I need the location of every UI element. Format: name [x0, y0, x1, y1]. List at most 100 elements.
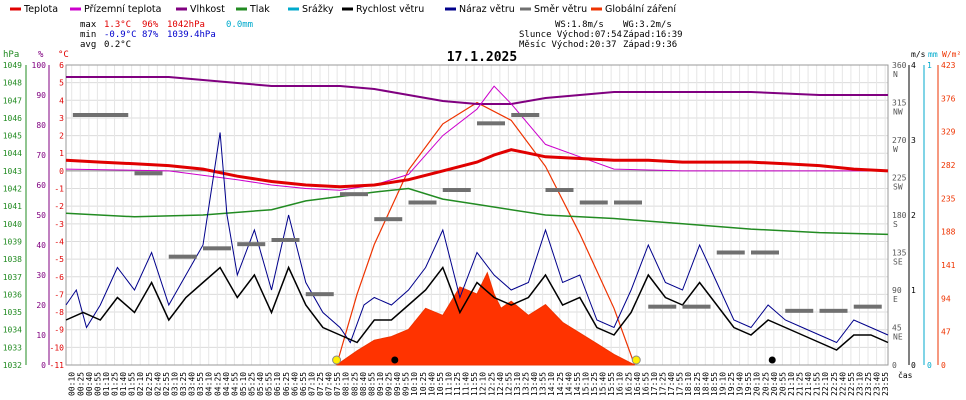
axis-degc-tick: 3	[59, 114, 64, 123]
chart-title: 17.1.2025	[447, 50, 517, 65]
axis-time-tick: 03:55	[196, 372, 205, 396]
axis-degc-tick: -5	[54, 255, 64, 264]
axis-pct-tick: 20	[36, 301, 46, 310]
axis-time-tick: 09:10	[376, 372, 385, 396]
axis-pct-label: %	[38, 50, 44, 60]
wind-dir-mark	[716, 250, 745, 255]
axis-time-tick: 04:10	[205, 372, 214, 396]
axis-pct-tick: 80	[36, 121, 46, 130]
axis-time-tick: 16:10	[616, 372, 625, 396]
stat-label-0: max	[80, 20, 97, 30]
axis-time-tick: 19:55	[744, 372, 753, 396]
wind-dir-mark	[134, 171, 163, 176]
series-radiation	[336, 271, 635, 366]
stat-temp-2: 0.2°C	[104, 40, 131, 50]
wind-dir-mark	[545, 188, 574, 192]
axis-time-tick: 20:40	[770, 372, 779, 396]
axis-time-tick: 09:55	[402, 372, 411, 396]
axis-time-tick: 18:10	[684, 372, 693, 396]
axis-time-tick: 21:25	[796, 372, 805, 396]
axis-time-tick: 16:25	[624, 372, 633, 396]
axis-pct-tick: 40	[36, 241, 46, 250]
axis-time-tick: 16:40	[633, 372, 642, 396]
axis-time-tick: 19:10	[718, 372, 727, 396]
stat-rain-0: 0.0mm	[226, 20, 253, 30]
axis-time-tick: 08:10	[342, 372, 351, 396]
axis-dir-tick: 180	[892, 211, 907, 220]
wind-dir-mark	[853, 304, 882, 309]
info-sun-rise: Slunce Východ:07:54	[519, 30, 622, 40]
axis-hpa-tick: 1032	[3, 361, 22, 370]
axis-time-tick: 10:55	[436, 372, 445, 396]
legend-label-1: Přízemní teplota	[84, 4, 161, 15]
axis-hpa-label: hPa	[3, 50, 19, 60]
marker-moon-moonrise	[768, 356, 776, 364]
axis-time-tick: 22:25	[830, 372, 839, 396]
stat-label-2: avg	[80, 40, 96, 50]
axis-time-tick: 23:55	[881, 372, 890, 396]
axis-dir-sub: N	[893, 70, 898, 79]
series-ground-temp	[65, 85, 888, 191]
axis-time-tick: 12:55	[504, 372, 513, 396]
wind-dir-mark	[271, 238, 300, 242]
axis-hpa-tick: 1036	[3, 290, 22, 299]
wind-dir-mark	[442, 188, 471, 192]
axis-time-tick: 04:25	[213, 372, 222, 396]
legend-label-4: Srážky	[302, 4, 334, 15]
axis-time-tick: 11:25	[453, 372, 462, 396]
legend-label-5: Rychlost větru	[356, 4, 424, 15]
axis-degc-tick: -3	[54, 220, 64, 229]
axis-wm2-tick: 47	[941, 328, 951, 337]
axis-wm2-label: W/m²	[942, 50, 961, 59]
axis-dir-tick: 45	[892, 324, 902, 333]
axis-hpa-tick: 1035	[3, 308, 22, 317]
series-humidity	[66, 76, 888, 105]
axis-dir-sub: W	[893, 145, 898, 154]
axis-time-tick: 06:25	[282, 372, 291, 396]
wind-dir-mark	[168, 254, 197, 259]
axis-time-tick: 22:55	[847, 372, 856, 396]
axis-time-tick: 09:25	[385, 372, 394, 396]
axis-time-tick: 06:40	[290, 372, 299, 396]
axis-x-label: čas	[898, 370, 913, 380]
marker-sun-sunset	[631, 355, 641, 365]
axis-time-tick: 20:25	[761, 372, 770, 396]
axis-time-tick: 08:55	[367, 372, 376, 396]
axis-dir-sub: NW	[893, 108, 903, 117]
wind-dir-mark	[511, 113, 540, 117]
axis-ms-tick: 1	[911, 286, 916, 295]
axis-time-tick: 09:40	[393, 372, 402, 396]
axis-pct-tick: 10	[36, 331, 46, 340]
series-radiation-max	[336, 101, 636, 366]
axis-hpa-tick: 1049	[3, 61, 22, 70]
stats-block: max 1.3°C 96% 1042hPa 0.0mm min -0.9°C 87% 1039.…	[80, 20, 253, 50]
axis-time-tick: 16:55	[641, 372, 650, 396]
axis-wm2-tick: 0	[941, 361, 946, 370]
axis-time-tick: 06:10	[273, 372, 282, 396]
axis-time-tick: 12:10	[479, 372, 488, 396]
axis-pct-tick: 0	[41, 361, 46, 370]
axis-degc-tick: -6	[54, 273, 64, 282]
axis-hpa-tick: 1047	[3, 96, 22, 105]
axis-hpa-tick: 1040	[3, 220, 22, 229]
axis-hpa-tick: 1039	[3, 237, 22, 246]
axis-degc-tick: -2	[54, 202, 64, 211]
axis-time-tick: 02:55	[162, 372, 171, 396]
axis-time-tick: 07:25	[316, 372, 325, 396]
axis-time-tick: 00:10	[68, 372, 77, 396]
wind-dir-mark	[477, 121, 505, 126]
axis-time-tick: 14:25	[556, 372, 565, 396]
axis-hpa-tick: 1042	[3, 185, 22, 194]
wind-dir-mark	[819, 308, 848, 313]
axis-time-tick: 04:55	[230, 372, 239, 396]
axis-time-tick: 17:25	[659, 372, 668, 396]
axis-time-tick: 12:40	[496, 372, 505, 396]
axis-time-tick: 21:10	[787, 372, 796, 396]
axis-time-tick: 01:40	[119, 372, 128, 396]
axis-time-tick: 11:55	[470, 372, 479, 396]
axis-dir-sub: SW	[893, 183, 903, 192]
axis-time-tick: 01:55	[128, 372, 137, 396]
axis-time-tick: 05:10	[239, 372, 248, 396]
plot-area	[65, 76, 889, 366]
